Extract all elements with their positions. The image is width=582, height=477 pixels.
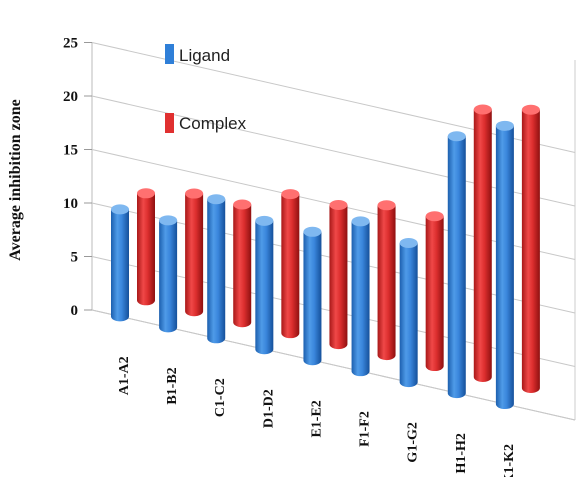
ligand-bar-c1-c2-body (207, 199, 226, 344)
ligand-bar-a1-a2-top (111, 204, 129, 215)
legend-label-ligand: Ligand (179, 46, 230, 65)
complex-bar-g1-g2-top (425, 211, 444, 222)
ligand-bar-b1-b2-top (159, 215, 178, 226)
legend: Ligand Complex (165, 44, 247, 133)
y-tick-label: 25 (63, 36, 78, 52)
ligand-bar-h1-h2-top (447, 131, 466, 142)
complex-bar-e1-e2-top (329, 200, 348, 211)
x-tick-label: D1-D2 (261, 389, 276, 428)
x-axis-ticks: A1-A2 B1-B2 C1-C2 D1-D2 E1-E2 F1-F2 G1-G2 H1-H2… (117, 356, 517, 477)
ligand-bar-g1-g2 (399, 238, 418, 388)
complex-bar-e1-e2-body (329, 205, 348, 350)
complex-bar-f1-f2-top (377, 200, 396, 211)
y-tick-label: 5 (71, 250, 79, 266)
complex-bar-a1-a2-top (137, 188, 155, 199)
complex-bar-g1-g2-body (425, 216, 444, 372)
complex-bar-e1-e2 (329, 200, 348, 350)
complex-bar-d1-d2 (281, 189, 300, 339)
x-tick-label: E1-E2 (309, 400, 324, 437)
x-tick-label: A1-A2 (117, 356, 132, 395)
complex-bar-b1-b2-body (185, 193, 204, 317)
y-tick-label: 0 (71, 303, 79, 319)
complex-bar-c1-c2-top (233, 199, 252, 210)
complex-bar-d1-d2-body (281, 194, 300, 339)
ligand-bar-d1-d2-top (255, 215, 274, 226)
complex-bar-c1-c2 (233, 199, 252, 328)
ligand-bar-b1-b2-body (159, 220, 178, 333)
x-tick-label: K1-K2 (502, 444, 517, 477)
complex-bar-a1-a2-body (137, 193, 155, 306)
ligand-bar-f1-f2-top (351, 216, 370, 227)
ligand-bar-g1-g2-top (399, 238, 418, 249)
y-axis-title: Average inhibition zone (7, 99, 24, 260)
ligand-bar-e1-e2-top (303, 226, 322, 237)
ligand-bar-k1-k2-body (495, 125, 514, 410)
x-tick-label: G1-G2 (406, 422, 421, 462)
ligand-bar-c1-c2-top (207, 194, 226, 205)
x-tick-label: C1-C2 (213, 378, 228, 417)
ligand-bar-d1-d2 (255, 215, 274, 355)
ligand-bar-k1-k2-top (495, 120, 514, 131)
y-axis-ticks: 0 5 10 15 20 25 (63, 36, 92, 319)
y-tick-label: 15 (63, 143, 78, 159)
ligand-bar-c1-c2 (207, 194, 226, 344)
ligand-bar-b1-b2 (159, 215, 178, 333)
complex-bar-h1-h2 (473, 104, 492, 382)
ligand-bar-a1-a2 (111, 204, 129, 322)
ligand-bar-h1-h2-body (447, 136, 466, 399)
complex-bar-a1-a2 (137, 188, 155, 306)
complex-bar-k1-k2-body (521, 109, 540, 393)
ligand-bar-g1-g2-body (399, 243, 418, 388)
complex-bar-g1-g2 (425, 211, 444, 372)
ligand-bar-f1-f2-body (351, 221, 370, 377)
x-tick-label: H1-H2 (454, 433, 469, 473)
complex-bar-b1-b2 (185, 188, 204, 317)
ligand-bar-e1-e2-body (303, 231, 322, 366)
legend-swatch-ligand (165, 44, 174, 64)
complex-bar-d1-d2-top (281, 189, 300, 200)
complex-bar-k1-k2-top (521, 104, 540, 115)
legend-item-ligand: Ligand (165, 44, 230, 65)
legend-item-complex: Complex (165, 113, 247, 133)
y-tick-label: 10 (63, 196, 78, 212)
ligand-bar-d1-d2-body (255, 220, 274, 355)
complex-bar-f1-f2 (377, 200, 396, 361)
ligand-bar-f1-f2 (351, 216, 370, 377)
x-tick-label: B1-B2 (165, 367, 180, 404)
ligand-bar-e1-e2 (303, 226, 322, 366)
legend-swatch-complex (165, 113, 174, 133)
complex-bar-b1-b2-top (185, 188, 204, 199)
complex-bar-c1-c2-body (233, 204, 252, 328)
ligand-bar-a1-a2-body (111, 209, 129, 322)
x-tick-label: F1-F2 (358, 411, 373, 447)
complex-bar-h1-h2-body (473, 109, 492, 382)
legend-label-complex: Complex (179, 114, 247, 133)
y-tick-label: 20 (63, 89, 78, 105)
ligand-bar-h1-h2 (447, 131, 466, 399)
ligand-bar-k1-k2 (495, 120, 514, 410)
bars (111, 104, 540, 410)
complex-bar-k1-k2 (521, 104, 540, 393)
complex-bar-h1-h2-top (473, 104, 492, 115)
complex-bar-f1-f2-body (377, 205, 396, 361)
